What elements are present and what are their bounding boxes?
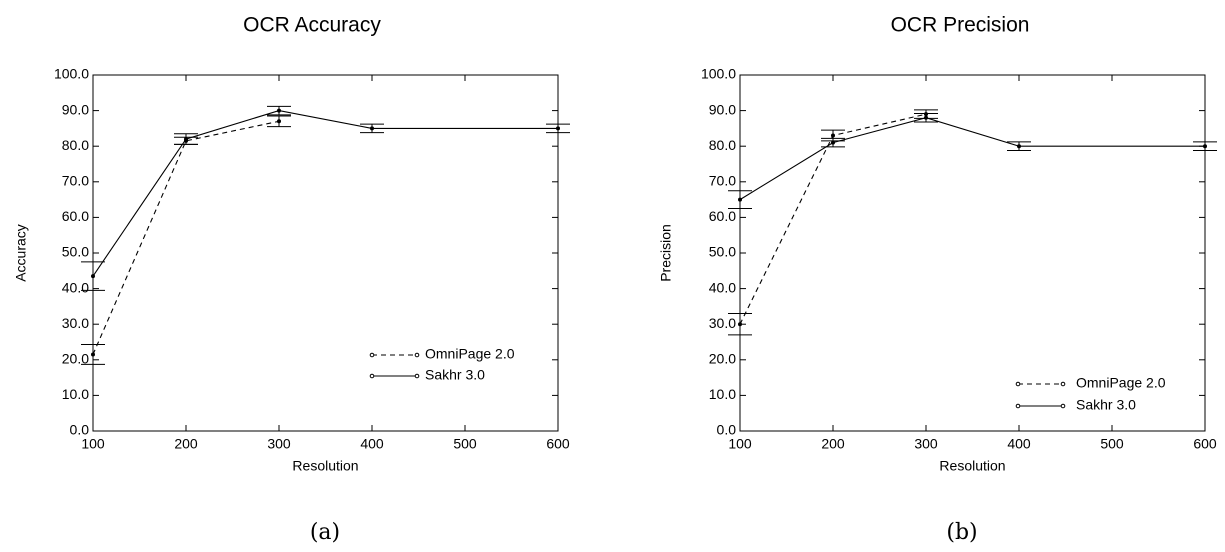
x-tick-label: 300 <box>267 436 291 452</box>
legend-marker <box>369 373 375 379</box>
legend-label: Sakhr 3.0 <box>1076 397 1136 413</box>
legend-label: Sakhr 3.0 <box>425 367 485 383</box>
data-point <box>91 352 95 357</box>
series-sakhr <box>728 112 1217 209</box>
y-tick-label: 20.0 <box>62 351 89 367</box>
panel-caption: (a) <box>310 520 340 545</box>
chart-title: OCR Precision <box>891 14 1030 37</box>
legend-marker <box>1015 381 1021 387</box>
data-point <box>1203 144 1207 149</box>
y-tick-label: 80.0 <box>62 137 89 153</box>
y-tick-label: 40.0 <box>62 279 89 295</box>
y-tick-label: 30.0 <box>62 315 89 331</box>
x-tick-label: 500 <box>1100 436 1124 452</box>
x-tick-label: 300 <box>914 436 938 452</box>
x-tick-label: 400 <box>1007 436 1031 452</box>
y-tick-label: 60.0 <box>709 208 736 224</box>
x-tick-label: 200 <box>821 436 845 452</box>
y-tick-label: 0.0 <box>70 422 90 438</box>
y-tick-label: 60.0 <box>62 208 89 224</box>
x-tick-label: 600 <box>546 436 570 452</box>
data-point <box>924 115 928 120</box>
y-tick-label: 100.0 <box>701 66 736 82</box>
x-tick-label: 600 <box>1193 436 1217 452</box>
y-axis-label: Precision <box>658 224 674 282</box>
y-tick-label: 70.0 <box>709 173 736 189</box>
legend-marker <box>1060 381 1066 387</box>
legend-marker <box>369 352 375 358</box>
y-tick-label: 20.0 <box>709 351 736 367</box>
data-point <box>370 126 374 131</box>
y-tick-label: 50.0 <box>709 244 736 260</box>
data-point <box>738 322 742 327</box>
data-point <box>831 133 835 138</box>
data-point <box>184 137 188 142</box>
data-point <box>831 140 835 145</box>
x-tick-label: 100 <box>728 436 752 452</box>
series-sakhr <box>81 105 570 291</box>
y-tick-label: 90.0 <box>709 101 736 117</box>
legend-label: OmniPage 2.0 <box>1076 375 1166 391</box>
legend-label: OmniPage 2.0 <box>425 346 515 362</box>
x-tick-label: 100 <box>81 436 105 452</box>
chart-panel-a: OCR Accuracy 0.0 10.0 20.0 30.0 40.0 50.0 60.0 7… <box>13 14 570 545</box>
series-line <box>92 120 280 355</box>
x-tick-label: 400 <box>360 436 384 452</box>
y-tick-label: 90.0 <box>62 101 89 117</box>
legend-marker <box>1015 403 1021 409</box>
x-axis-label: Resolution <box>939 458 1005 474</box>
y-tick-label: 40.0 <box>709 279 736 295</box>
y-tick-label: 100.0 <box>54 66 89 82</box>
data-point <box>556 126 560 131</box>
data-point <box>1017 144 1021 149</box>
legend: OmniPage 2.0 Sakhr 3.0 <box>369 346 515 383</box>
y-tick-label: 10.0 <box>62 386 89 402</box>
y-tick-label: 70.0 <box>62 173 89 189</box>
chart-panel-b: OCR Precision 0.0 10.0 20.0 30.0 40.0 50.0 60.0… <box>658 14 1217 545</box>
y-tick-label: 30.0 <box>709 315 736 331</box>
legend-marker <box>1060 403 1066 409</box>
y-tick-label: 80.0 <box>709 137 736 153</box>
data-point <box>277 119 281 124</box>
legend: OmniPage 2.0 Sakhr 3.0 <box>1015 375 1166 413</box>
x-tick-label: 200 <box>174 436 198 452</box>
y-tick-label: 50.0 <box>62 244 89 260</box>
data-point <box>277 108 281 113</box>
series-omnipage <box>81 115 291 365</box>
series-line <box>739 117 1205 201</box>
y-tick-label: 10.0 <box>709 386 736 402</box>
data-point <box>91 274 95 279</box>
legend-marker <box>414 373 420 379</box>
chart-title: OCR Accuracy <box>243 14 381 37</box>
y-tick-label: 0.0 <box>717 422 737 438</box>
legend-marker <box>414 352 420 358</box>
y-axis-label: Accuracy <box>13 224 29 282</box>
panel-caption: (b) <box>946 520 977 545</box>
x-axis-label: Resolution <box>292 458 358 474</box>
data-point <box>738 197 742 202</box>
x-tick-label: 500 <box>453 436 477 452</box>
